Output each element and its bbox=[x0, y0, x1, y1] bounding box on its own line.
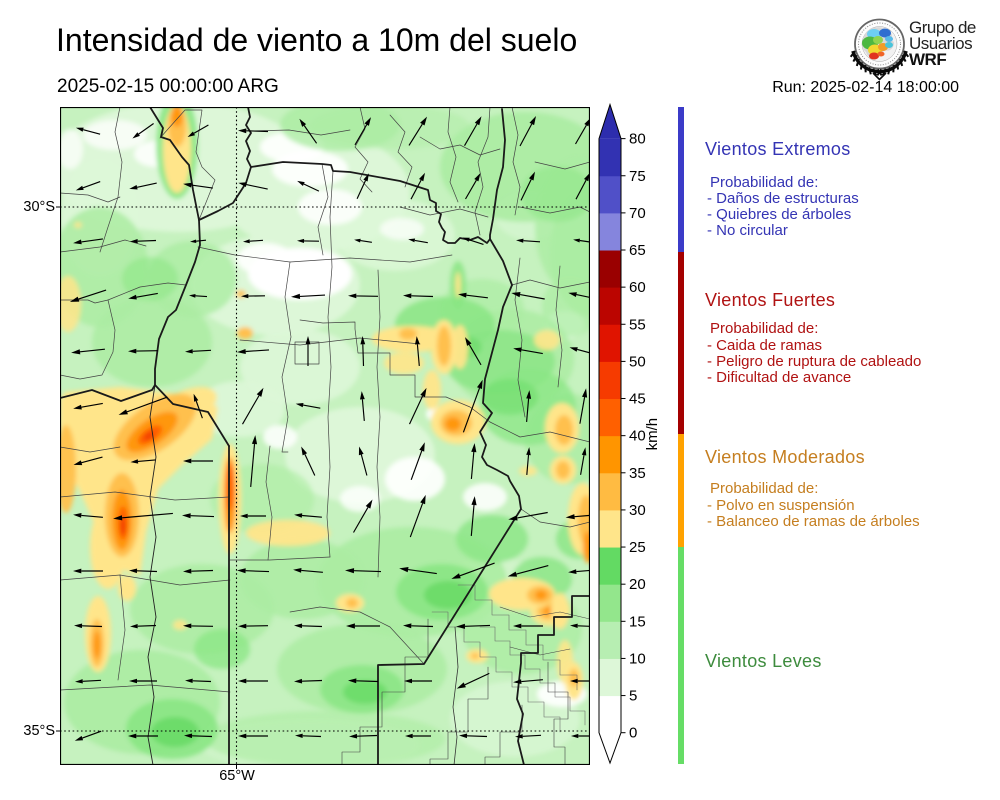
svg-text:60: 60 bbox=[629, 279, 646, 296]
svg-text:10: 10 bbox=[629, 650, 646, 667]
svg-text:35: 35 bbox=[629, 465, 646, 482]
svg-text:45: 45 bbox=[629, 391, 646, 408]
svg-text:20: 20 bbox=[629, 576, 646, 593]
svg-text:15: 15 bbox=[629, 613, 646, 630]
svg-text:55: 55 bbox=[629, 316, 646, 333]
svg-text:0: 0 bbox=[629, 725, 637, 742]
svg-text:80: 80 bbox=[629, 131, 646, 148]
svg-text:65: 65 bbox=[629, 242, 646, 259]
svg-text:50: 50 bbox=[629, 353, 646, 370]
svg-text:WRF: WRF bbox=[909, 50, 946, 69]
svg-text:40: 40 bbox=[629, 428, 646, 445]
svg-text:Usuarios: Usuarios bbox=[909, 34, 972, 53]
svg-text:25: 25 bbox=[629, 539, 646, 556]
svg-text:70: 70 bbox=[629, 205, 646, 222]
svg-text:75: 75 bbox=[629, 168, 646, 185]
svg-text:5: 5 bbox=[629, 688, 637, 705]
svg-text:30: 30 bbox=[629, 502, 646, 519]
svg-text:Grupo de: Grupo de bbox=[909, 18, 976, 37]
svg-text:km/h: km/h bbox=[644, 418, 661, 451]
